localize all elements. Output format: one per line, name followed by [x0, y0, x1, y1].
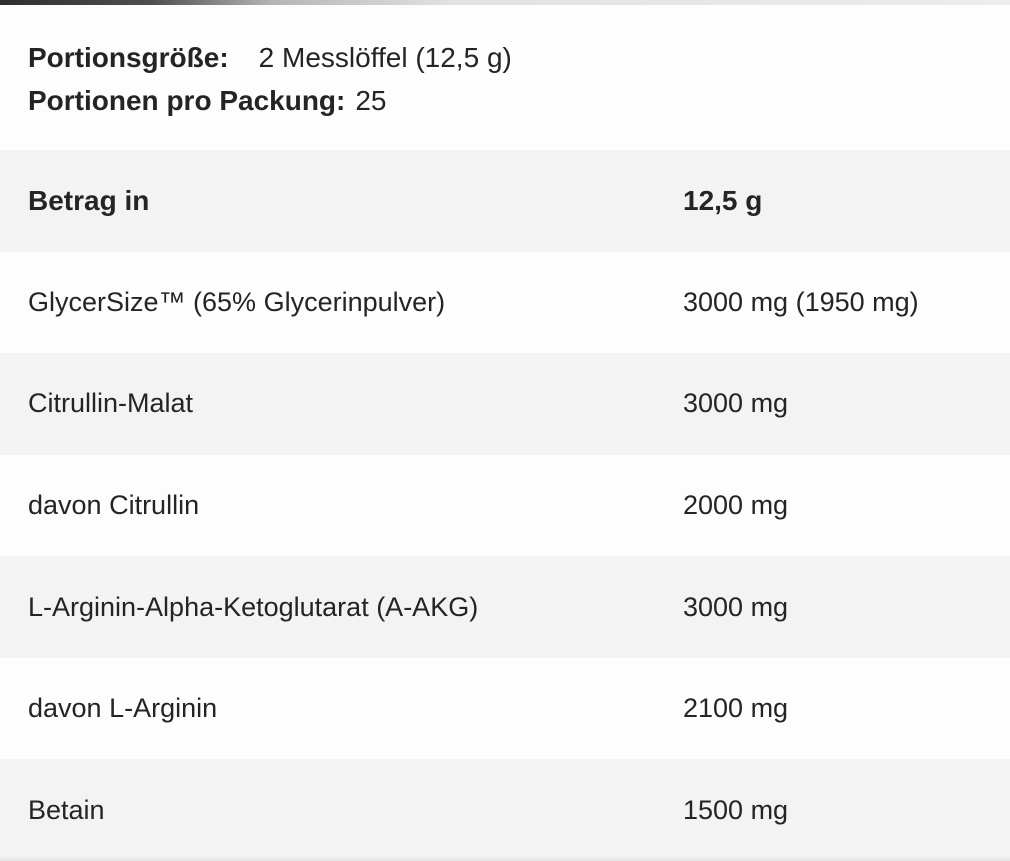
ingredient-name: davon L-Arginin: [28, 693, 218, 724]
table-row: davon L-Arginin 2100 mg: [0, 657, 1010, 760]
table-row: L-Arginin-Alpha-Ketoglutarat (A-AKG) 300…: [0, 556, 1010, 658]
ingredient-name: GlycerSize™ (65% Glycerinpulver): [28, 286, 446, 317]
table-row: GlycerSize™ (65% Glycerinpulver) 3000 mg…: [0, 251, 1010, 354]
top-edge-line: [0, 0, 1010, 5]
ingredients-table: Betrag in 12,5 g GlycerSize™ (65% Glycer…: [0, 150, 1010, 861]
ingredient-name: Citrullin-Malat: [28, 388, 194, 419]
serving-size-line: Portionsgröße: 2 Messlöffel (12,5 g): [28, 36, 1010, 79]
ingredient-amount: 3000 mg: [683, 388, 789, 419]
ingredient-name: davon Citrullin: [28, 490, 200, 521]
bottom-edge-line: [0, 857, 1010, 861]
ingredient-amount: 2000 mg: [683, 490, 789, 521]
servings-per-pack-label: Portionen pro Packung:: [28, 85, 346, 116]
serving-info-section: Portionsgröße: 2 Messlöffel (12,5 g) Port…: [0, 0, 1010, 150]
table-header-row: Betrag in 12,5 g: [0, 150, 1010, 252]
table-row: davon Citrullin 2000 mg: [0, 454, 1010, 557]
ingredient-name: L-Arginin-Alpha-Ketoglutarat (A-AKG): [28, 591, 479, 622]
servings-per-pack-line: Portionen pro Packung: 25: [28, 79, 1010, 122]
ingredient-amount: 3000 mg: [683, 591, 789, 622]
ingredient-amount: 3000 mg (1950 mg): [683, 286, 919, 317]
ingredient-amount: 1500 mg: [683, 794, 789, 825]
serving-size-value: 2 Messlöffel (12,5 g): [258, 42, 512, 73]
column-header-serving-weight: 12,5 g: [683, 184, 763, 216]
table-row: Citrullin-Malat 3000 mg: [0, 353, 1010, 455]
serving-size-label: Portionsgröße:: [28, 42, 229, 73]
servings-per-pack-value: 25: [355, 85, 387, 116]
column-header-amount-in: Betrag in: [28, 184, 150, 216]
table-row: Betain 1500 mg: [0, 759, 1010, 861]
ingredient-name: Betain: [28, 794, 105, 825]
ingredient-amount: 2100 mg: [683, 693, 789, 724]
